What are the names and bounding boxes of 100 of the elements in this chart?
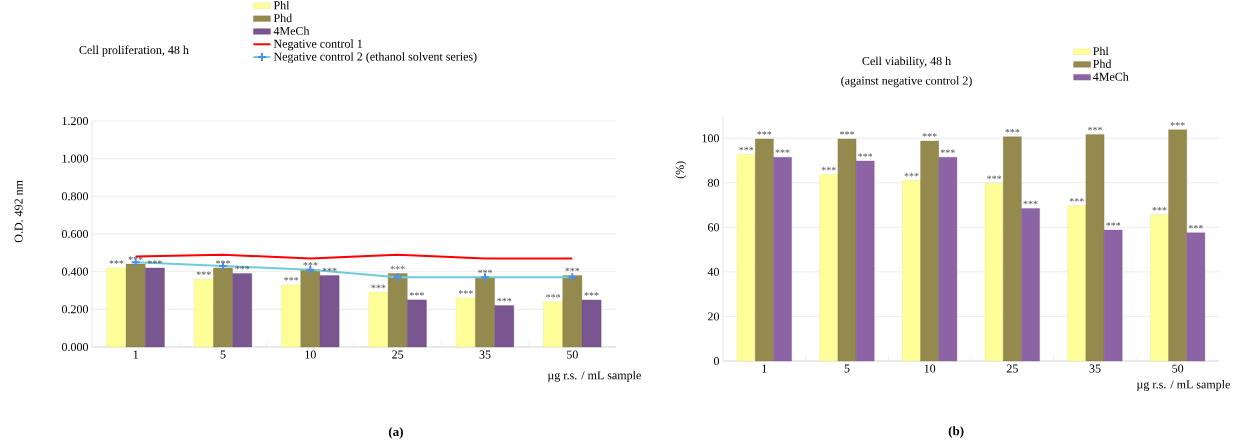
data-label: *** [109,260,124,264]
data-label: *** [147,260,162,264]
bar [736,154,756,362]
bar [319,275,340,348]
data-label: *** [987,175,1002,180]
data-label: *** [1152,206,1167,211]
bar [938,157,958,362]
legend-label: Phd [273,13,292,23]
data-label: *** [284,277,299,281]
x-tick-label: 35 [1089,364,1101,373]
y-tick-label: 1.000 [62,154,89,163]
bar [1085,134,1105,362]
y-tick-label: 100 [702,134,720,143]
data-label: *** [1069,197,1084,202]
data-label: *** [858,153,873,157]
legend-label: Phd [1093,59,1112,68]
bar [1103,229,1123,362]
data-label: *** [322,267,337,272]
x-tick-label: 10 [305,350,316,359]
bar [300,269,321,348]
legend-label: Negative control 2 (ethanol solvent series) [273,52,477,64]
data-label: *** [409,292,424,296]
bar [773,157,792,362]
y-tick-label: 0 [713,356,720,366]
bar [456,297,476,348]
y-tick-label: 80 [707,178,720,187]
y-tick-label: 0.000 [61,342,89,352]
x-tick-label: 25 [392,350,404,359]
x-tick-label: 5 [844,364,850,373]
data-label: *** [458,290,473,294]
bar [368,292,389,348]
y-axis-title: (%) [675,161,687,179]
bar [194,279,214,348]
y-tick-label: 0.400 [61,267,89,276]
text: (a) [388,426,403,439]
legend-label: 4MeCh [1093,72,1129,81]
data-label: *** [940,149,955,154]
data-label: *** [757,131,772,135]
x-tick-label: 35 [479,350,491,359]
bar [1150,214,1169,362]
y-tick-label: 20 [708,312,720,321]
data-label: *** [477,269,493,274]
bar [145,267,165,348]
y-axis-title: O.D. 492 nm [14,180,23,243]
bar [281,284,301,348]
data-label: *** [303,262,318,266]
chart-title: Cell proliferation, 48 h [79,45,189,57]
text: (b) [948,426,964,438]
data-label: *** [565,267,580,272]
chart-title: Cell viability, 48 h [862,56,951,68]
bar [387,273,408,348]
bar [1003,136,1022,362]
x-tick-label: 50 [567,350,578,359]
bar [543,301,563,348]
x-tick-label: 1 [762,364,767,373]
x-axis-title: µg r.s. / mL sample [547,370,641,382]
bar [1021,208,1040,362]
legend-label: 4MeCh [273,26,310,35]
legend-label: Phl [1093,46,1109,56]
bar [1067,205,1087,362]
y-tick-label: 0.600 [61,229,89,239]
data-label: *** [821,166,836,171]
y-tick-label: 40 [707,267,720,276]
legend-label: Phl [273,0,290,10]
bar [562,275,583,348]
bar [902,180,921,362]
bar [837,138,857,362]
bar [106,267,127,348]
x-tick-label: 50 [1172,364,1184,373]
data-label: *** [1087,126,1103,131]
bar [213,267,233,348]
data-label: *** [584,292,599,296]
data-label: *** [839,131,855,135]
data-label: *** [1005,128,1020,133]
data-label: *** [739,146,754,151]
bar [494,305,514,348]
x-tick-label: 25 [1006,364,1018,373]
data-label: *** [497,297,512,302]
bar [125,263,146,348]
data-label: *** [922,133,937,137]
bar [1186,232,1206,362]
bar [1168,129,1187,362]
bar [581,299,602,348]
data-label: *** [371,284,386,289]
data-label: *** [546,294,561,298]
data-label: *** [1170,122,1185,126]
bar [755,138,774,362]
bar [475,277,495,348]
bar [920,140,939,362]
bar [984,183,1004,362]
chart-subtitle: (against negative control 2) [841,76,972,88]
bar [407,299,427,348]
bar [819,174,839,362]
data-label: *** [1106,222,1121,226]
x-tick-label: 5 [220,350,226,359]
y-tick-label: 0.200 [61,305,89,314]
x-axis-title: µg r.s. / mL sample [1136,380,1230,391]
bar [232,273,252,348]
data-label: *** [390,265,405,270]
data-label: *** [1023,200,1038,205]
